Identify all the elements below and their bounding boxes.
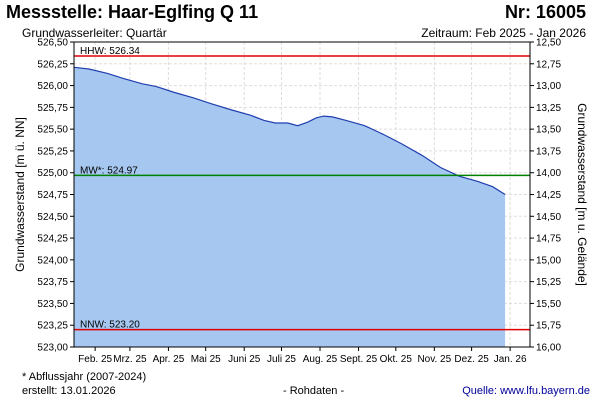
y-tick-label: 523,50 [37, 299, 68, 310]
nnw-line-label: NNW: 523.20 [80, 320, 140, 331]
y-tick-label: 523,00 [37, 343, 68, 354]
x-tick-label: Juni 25 [228, 354, 261, 365]
mw-line-label: MW*: 524.97 [80, 165, 138, 176]
y2-axis-title: Grundwasserstand [m u. Gelände] [575, 103, 589, 286]
raw-data-label: - Rohdaten - [283, 385, 345, 397]
x-tick-label: Nov. 25 [417, 354, 451, 365]
y2-tick-label: 16,00 [536, 343, 561, 354]
y-tick-label: 526,50 [37, 38, 68, 49]
x-tick-label: Aug. 25 [303, 354, 338, 365]
hhw-line-label: HHW: 526.34 [80, 46, 140, 57]
y2-tick-label: 14,00 [536, 168, 561, 179]
y-tick-label: 524,50 [37, 212, 68, 223]
y-tick-label: 525,75 [37, 103, 68, 114]
y-tick-label: 526,25 [37, 59, 68, 70]
x-tick-label: Mai 25 [191, 354, 221, 365]
y-tick-label: 523,75 [37, 277, 68, 288]
y-tick-label: 525,25 [37, 146, 68, 157]
x-tick-label: Juli 25 [267, 354, 296, 365]
y2-tick-label: 13,75 [536, 146, 561, 157]
y2-tick-label: 15,00 [536, 255, 561, 266]
x-tick-label: Okt. 25 [380, 354, 413, 365]
y2-tick-label: 12,75 [536, 59, 561, 70]
groundwater-line [73, 66, 506, 196]
y-axis-title: Grundwasserstand [m ü. NN] [13, 117, 27, 272]
source-link[interactable]: Quelle: www.lfu.bayern.de [462, 385, 590, 397]
x-tick-label: Sept. 25 [340, 354, 378, 365]
y-tick-label: 524,25 [37, 234, 68, 245]
y2-tick-label: 13,50 [536, 125, 561, 136]
station-number: Nr: 16005 [504, 2, 586, 22]
aquifer-subtitle: Grundwasserleiter: Quartär [22, 26, 167, 40]
y2-tick-label: 13,00 [536, 81, 561, 92]
chart-title: Messstelle: Haar-Eglfing Q 11 [6, 2, 259, 22]
x-tick-label: Jan. 26 [494, 354, 527, 365]
y2-tick-label: 14,75 [536, 234, 561, 245]
y2-tick-label: 15,25 [536, 277, 561, 288]
x-tick-label: Feb. 25 [78, 354, 112, 365]
y2-tick-label: 14,25 [536, 190, 561, 201]
y2-tick-label: 15,50 [536, 299, 561, 310]
period-label: Zeitraum: Feb 2025 - Jan 2026 [421, 26, 586, 40]
footnote-mean: * Abflussjahr (2007-2024) [22, 371, 147, 383]
y-tick-label: 525,50 [37, 125, 68, 136]
y-tick-label: 525,00 [37, 168, 68, 179]
y2-tick-label: 14,50 [536, 212, 561, 223]
y-tick-label: 524,00 [37, 255, 68, 266]
groundwater-area [74, 67, 506, 348]
y-tick-label: 523,25 [37, 321, 68, 332]
x-tick-label: Mrz. 25 [113, 354, 147, 365]
y2-tick-label: 12,50 [536, 38, 561, 49]
y-tick-label: 526,00 [37, 81, 68, 92]
x-tick-label: Dez. 25 [454, 354, 489, 365]
y-tick-label: 524,75 [37, 190, 68, 201]
created-date: erstellt: 13.01.2026 [22, 385, 116, 397]
y2-tick-label: 15,75 [536, 321, 561, 332]
y2-tick-label: 13,25 [536, 103, 561, 114]
x-tick-label: Apr. 25 [153, 354, 185, 365]
